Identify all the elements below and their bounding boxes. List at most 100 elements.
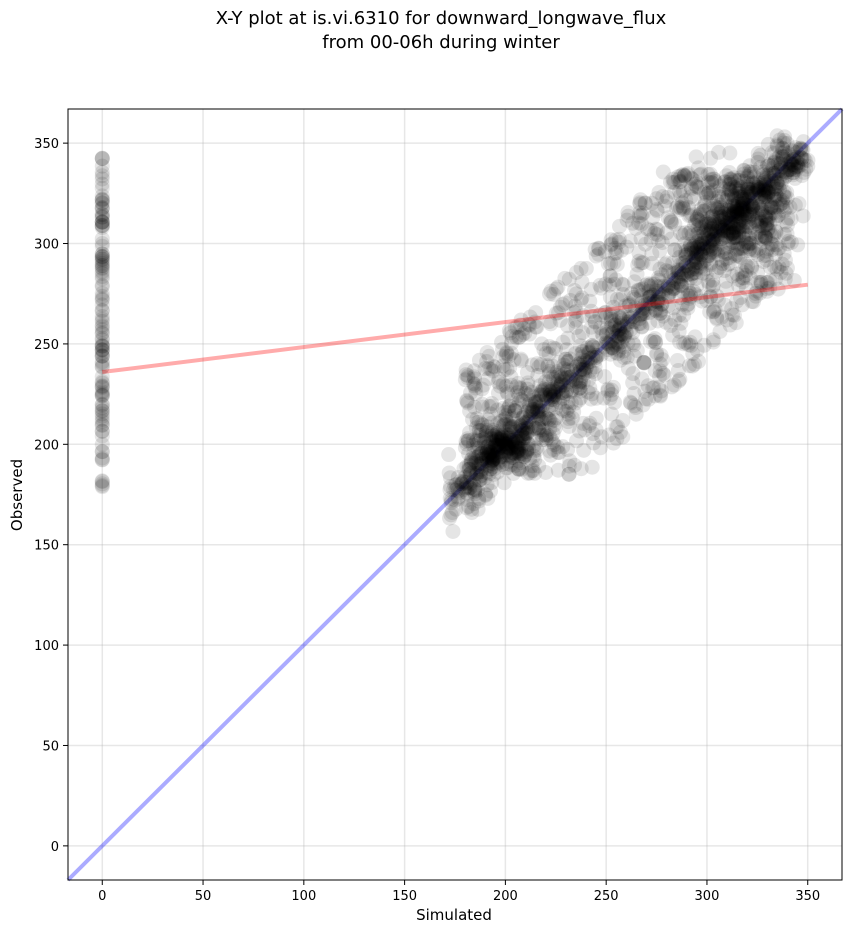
data-point xyxy=(546,389,562,405)
data-point xyxy=(94,476,110,492)
data-point xyxy=(717,219,733,235)
data-point xyxy=(550,378,566,394)
data-point xyxy=(712,197,728,213)
data-point xyxy=(558,351,574,367)
data-point xyxy=(619,239,635,255)
data-point xyxy=(540,381,556,397)
data-point xyxy=(712,208,728,224)
data-point xyxy=(497,436,513,452)
data-point xyxy=(616,343,632,359)
data-point xyxy=(600,342,616,358)
data-point xyxy=(758,210,774,226)
data-point xyxy=(94,217,110,233)
data-point xyxy=(709,222,725,238)
data-point xyxy=(687,240,703,256)
data-point xyxy=(484,453,500,469)
data-point xyxy=(555,403,571,419)
data-point xyxy=(94,444,110,460)
data-point xyxy=(442,510,458,526)
data-point xyxy=(572,357,588,373)
data-point xyxy=(532,410,548,426)
data-point xyxy=(474,416,490,432)
data-point xyxy=(751,211,767,227)
data-point xyxy=(94,311,110,327)
data-point xyxy=(739,196,755,212)
data-point xyxy=(518,415,534,431)
data-point xyxy=(770,281,786,297)
data-point xyxy=(452,484,468,500)
data-point xyxy=(729,199,745,215)
data-point xyxy=(771,207,787,223)
data-point xyxy=(490,451,506,467)
data-point xyxy=(704,175,720,191)
data-point xyxy=(545,369,561,385)
data-point xyxy=(726,198,742,214)
data-point xyxy=(458,475,474,491)
data-point xyxy=(504,438,520,454)
data-point xyxy=(442,482,458,498)
data-point xyxy=(594,326,610,342)
data-point xyxy=(458,433,474,449)
data-point xyxy=(687,258,703,274)
data-point xyxy=(753,215,769,231)
data-point xyxy=(677,225,693,241)
data-point xyxy=(763,172,779,188)
data-point xyxy=(700,231,716,247)
data-point xyxy=(552,378,568,394)
data-point xyxy=(542,388,558,404)
data-point xyxy=(600,256,616,272)
data-point xyxy=(594,346,610,362)
data-point xyxy=(790,237,806,253)
data-point xyxy=(722,206,738,222)
data-point xyxy=(483,440,499,456)
data-point xyxy=(731,224,747,240)
data-point xyxy=(477,439,493,455)
data-point xyxy=(681,200,697,216)
data-point xyxy=(794,150,810,166)
data-point xyxy=(612,352,628,368)
data-point xyxy=(750,182,766,198)
data-point xyxy=(676,201,692,217)
data-point xyxy=(493,449,509,465)
data-point xyxy=(621,313,637,329)
data-point xyxy=(653,302,669,318)
data-point xyxy=(475,431,491,447)
data-point xyxy=(702,238,718,254)
data-point xyxy=(534,383,550,399)
data-point xyxy=(733,211,749,227)
data-point xyxy=(548,384,564,400)
data-point xyxy=(689,178,705,194)
data-point xyxy=(742,206,758,222)
data-point xyxy=(510,440,526,456)
data-point xyxy=(492,443,508,459)
data-point xyxy=(532,399,548,415)
data-point xyxy=(546,389,562,405)
data-point xyxy=(686,265,702,281)
data-point xyxy=(675,198,691,214)
data-point xyxy=(756,248,772,264)
data-point xyxy=(757,183,773,199)
data-point xyxy=(476,435,492,451)
data-point xyxy=(554,385,570,401)
data-point xyxy=(461,499,477,515)
data-point xyxy=(611,342,627,358)
data-point xyxy=(618,324,634,340)
data-point xyxy=(692,259,708,275)
data-point xyxy=(660,277,676,293)
data-point xyxy=(572,338,588,354)
data-point xyxy=(493,429,509,445)
data-point xyxy=(647,296,663,312)
data-point xyxy=(550,389,566,405)
data-point xyxy=(714,212,730,228)
data-point xyxy=(517,430,533,446)
data-point xyxy=(494,457,510,473)
data-point xyxy=(719,251,735,267)
data-point xyxy=(711,188,727,204)
data-point xyxy=(673,243,689,259)
data-point xyxy=(510,443,526,459)
data-point xyxy=(94,192,110,208)
data-point xyxy=(670,172,686,188)
data-point xyxy=(650,313,666,329)
data-point xyxy=(722,171,738,187)
data-point xyxy=(463,455,479,471)
